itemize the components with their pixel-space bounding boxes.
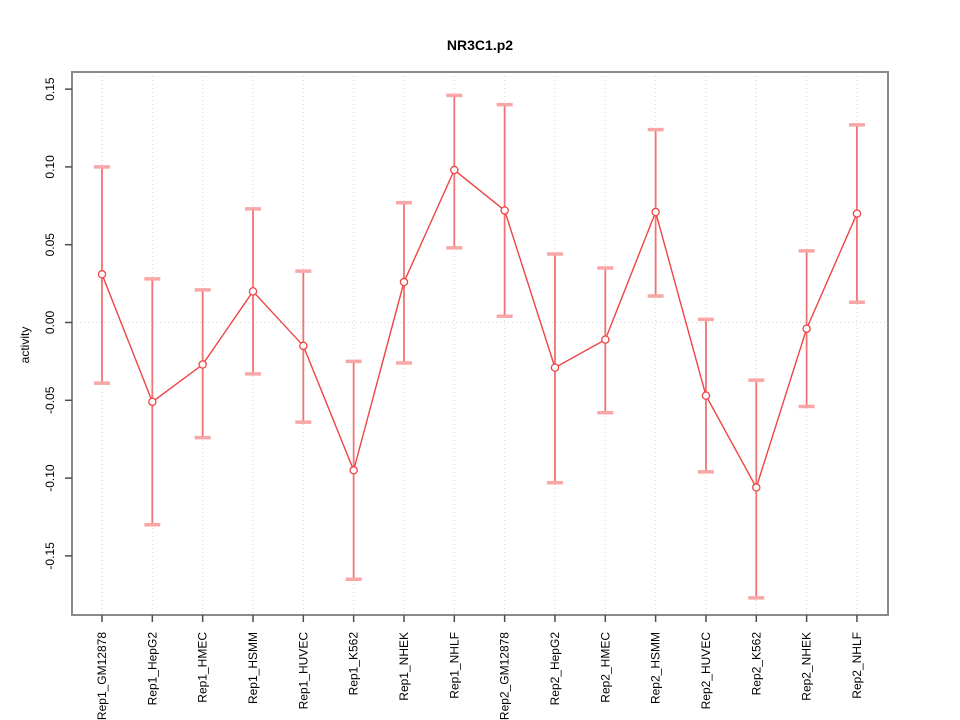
x-tick-label: Rep2_NHEK [800, 632, 814, 701]
x-tick-label: Rep1_HSMM [246, 632, 260, 704]
data-point [752, 483, 761, 492]
x-tick-label: Rep1_HUVEC [296, 632, 310, 710]
data-point [450, 165, 459, 175]
x-tick-label: Rep2_GM12878 [498, 632, 512, 720]
x-tick-label: Rep2_K562 [749, 632, 763, 696]
x-tick-label: Rep2_HUVEC [699, 632, 713, 710]
data-point [802, 324, 811, 333]
x-tick-label: Rep1_NHLF [447, 632, 461, 699]
y-tick-label: -0.15 [43, 542, 57, 570]
data-point [248, 287, 258, 296]
data-point [550, 363, 560, 372]
y-tick-label: 0.00 [43, 310, 57, 334]
x-tick-label: Rep2_NHLF [850, 632, 864, 699]
data-point [500, 206, 509, 215]
x-tick-label: Rep1_K562 [347, 632, 361, 696]
data-point [701, 391, 711, 400]
y-tick-label: -0.05 [43, 386, 57, 414]
y-tick-label: 0.05 [43, 233, 57, 257]
x-tick-label: Rep2_HepG2 [548, 632, 562, 706]
plot-border [71, 71, 889, 616]
data-point [299, 341, 308, 351]
data-point [148, 397, 157, 407]
x-tick-label: Rep1_HMEC [196, 632, 210, 703]
data-point [349, 466, 358, 475]
x-tick-label: Rep2_HSMM [649, 632, 663, 704]
x-tick-label: Rep1_NHEK [397, 632, 411, 701]
y-tick-label: 0.10 [43, 155, 57, 179]
data-point [399, 277, 409, 287]
y-tick-label: 0.15 [43, 77, 57, 101]
plot-title: NR3C1.p2 [446, 37, 514, 53]
data-point [601, 335, 610, 344]
series-line [101, 168, 858, 490]
data-point [97, 270, 107, 279]
x-tick-label: Rep2_HMEC [598, 632, 612, 703]
data-point [198, 360, 207, 369]
x-tick-label: Rep1_GM12878 [95, 632, 109, 720]
y-axis-title-text: activity [18, 326, 32, 364]
x-tick-label: Rep1_HepG2 [145, 632, 159, 706]
data-point [852, 209, 862, 218]
data-point [651, 207, 660, 217]
y-tick-label: -0.10 [43, 464, 57, 492]
